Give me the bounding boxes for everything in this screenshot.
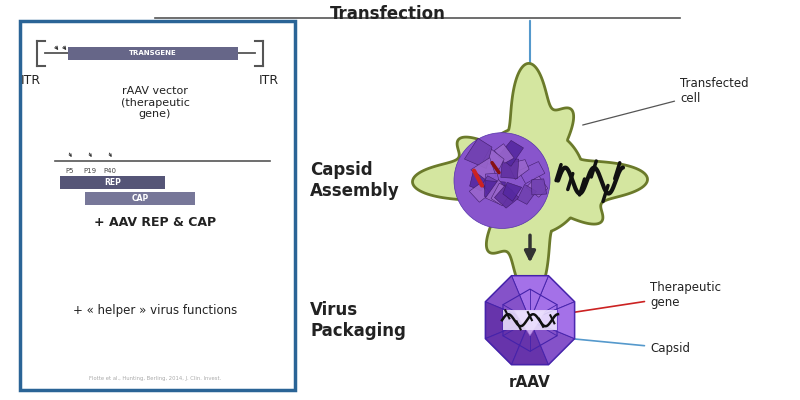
Text: Transfection: Transfection <box>330 5 446 23</box>
Text: P40: P40 <box>103 168 117 174</box>
Polygon shape <box>486 320 530 364</box>
Polygon shape <box>413 64 647 298</box>
Polygon shape <box>526 175 548 197</box>
Polygon shape <box>482 176 500 193</box>
Polygon shape <box>491 183 513 206</box>
Polygon shape <box>514 311 546 336</box>
Text: Capsid: Capsid <box>569 338 690 355</box>
Polygon shape <box>498 140 523 166</box>
Text: + AAV REP & CAP: + AAV REP & CAP <box>94 216 216 229</box>
Polygon shape <box>485 173 499 189</box>
Text: P5: P5 <box>66 168 74 174</box>
Polygon shape <box>486 180 511 204</box>
Text: ITR: ITR <box>259 74 279 87</box>
Text: CAP: CAP <box>131 194 149 202</box>
Polygon shape <box>512 276 548 320</box>
Text: Virus
Packaging: Virus Packaging <box>310 301 406 340</box>
Polygon shape <box>486 276 574 364</box>
Text: Capsid
Assembly: Capsid Assembly <box>310 161 400 200</box>
Circle shape <box>454 133 550 228</box>
FancyBboxPatch shape <box>503 310 557 330</box>
Polygon shape <box>485 180 506 203</box>
Text: P19: P19 <box>83 168 97 174</box>
Polygon shape <box>486 276 530 320</box>
Polygon shape <box>531 179 546 195</box>
Polygon shape <box>518 184 537 204</box>
FancyBboxPatch shape <box>68 47 238 60</box>
Polygon shape <box>508 160 529 180</box>
FancyBboxPatch shape <box>20 21 295 390</box>
Text: Therapeutic
gene: Therapeutic gene <box>538 281 721 318</box>
Polygon shape <box>512 320 548 364</box>
Polygon shape <box>470 183 488 202</box>
Text: TRANSGENE: TRANSGENE <box>129 50 177 56</box>
Polygon shape <box>464 138 492 168</box>
Text: rAAV: rAAV <box>509 374 551 390</box>
Text: Flotte et al., Hunting, Berling, 2014, J. Clin. Invest.: Flotte et al., Hunting, Berling, 2014, J… <box>89 376 221 380</box>
Text: REP: REP <box>104 178 121 186</box>
Polygon shape <box>494 144 514 163</box>
Polygon shape <box>530 302 574 338</box>
Polygon shape <box>530 276 574 320</box>
Polygon shape <box>501 158 518 178</box>
Polygon shape <box>518 162 545 184</box>
Polygon shape <box>503 182 522 201</box>
Text: ITR: ITR <box>21 74 41 87</box>
Polygon shape <box>483 148 504 169</box>
FancyBboxPatch shape <box>85 192 195 204</box>
Polygon shape <box>530 320 574 364</box>
Text: Transfected
cell: Transfected cell <box>582 77 749 125</box>
Polygon shape <box>470 170 488 191</box>
Text: + « helper » virus functions: + « helper » virus functions <box>73 304 237 317</box>
Polygon shape <box>486 302 530 338</box>
Polygon shape <box>494 185 519 208</box>
Polygon shape <box>471 158 496 183</box>
FancyBboxPatch shape <box>60 176 165 188</box>
Text: rAAV vector
(therapeutic
gene): rAAV vector (therapeutic gene) <box>121 86 190 119</box>
